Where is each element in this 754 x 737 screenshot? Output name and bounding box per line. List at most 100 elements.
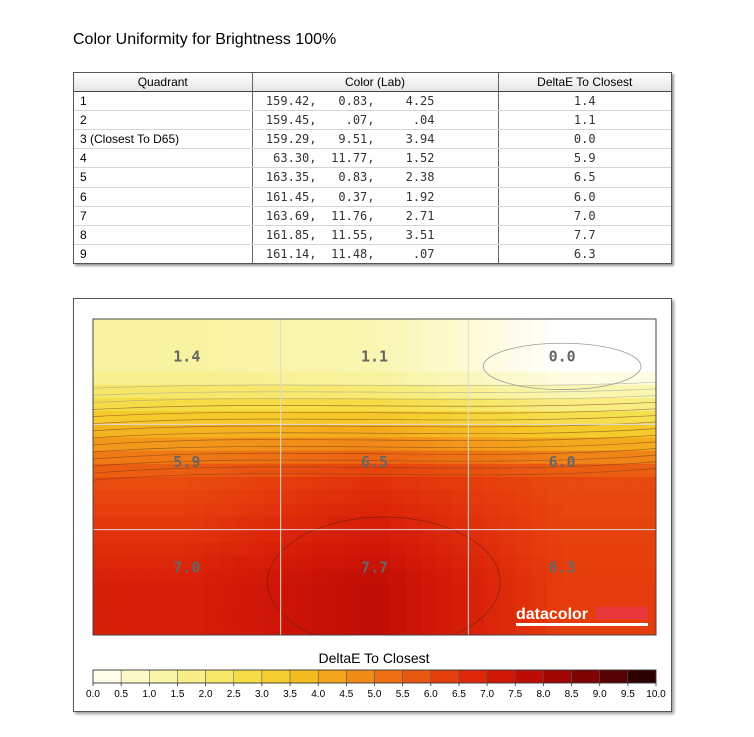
heat-cell xyxy=(171,384,188,399)
heat-cell xyxy=(405,424,423,439)
heat-cell xyxy=(577,556,595,570)
heat-cell xyxy=(640,516,656,531)
heat-cell xyxy=(249,345,266,360)
heat-cell xyxy=(233,358,250,373)
heat-cell xyxy=(530,398,548,412)
colorbar-tick-label: 4.5 xyxy=(339,689,353,700)
heat-cell xyxy=(499,529,516,544)
heat-cell xyxy=(202,384,219,399)
lab-a-value: 0.83, xyxy=(338,94,375,109)
heat-cell xyxy=(265,621,282,635)
heat-cell xyxy=(530,490,548,504)
heat-cell xyxy=(155,477,172,491)
heat-cell xyxy=(296,582,313,597)
heat-cell xyxy=(515,595,532,610)
heat-cell xyxy=(468,319,485,333)
heat-cell xyxy=(343,358,360,373)
heat-cell xyxy=(562,542,579,557)
heat-cell xyxy=(546,319,563,333)
heat-cell xyxy=(421,621,438,635)
heat-cell xyxy=(483,595,501,610)
colorbar-tick-label: 7.5 xyxy=(508,689,522,700)
heat-cell xyxy=(468,345,485,360)
heat-cell xyxy=(374,424,391,439)
heat-cell xyxy=(265,608,282,623)
heat-cell xyxy=(155,595,172,610)
heat-cell xyxy=(405,477,423,491)
deltae-cell: 5.9 xyxy=(498,148,671,169)
heat-cell xyxy=(327,332,344,346)
heat-cell xyxy=(421,569,438,583)
heat-cell xyxy=(202,332,219,346)
quadrant-cell: 8 xyxy=(74,225,253,245)
heat-cell xyxy=(296,595,313,610)
cell-value-label: 7.0 xyxy=(173,558,200,576)
heat-cell xyxy=(437,595,454,610)
heat-cell xyxy=(468,424,485,439)
heat-cell xyxy=(186,556,204,570)
heat-cell xyxy=(265,477,282,491)
heat-cell xyxy=(530,411,548,425)
heat-cell xyxy=(202,358,219,373)
heat-cell xyxy=(186,371,204,386)
heat-cell xyxy=(437,358,454,373)
heat-cell xyxy=(530,345,548,360)
heat-cell xyxy=(421,542,438,557)
heat-cell xyxy=(249,516,266,531)
heat-cell xyxy=(311,542,329,557)
lab-a-value: 11.48, xyxy=(331,246,375,261)
colorbar-segment xyxy=(627,669,657,684)
heat-cell xyxy=(515,345,532,360)
heat-cell xyxy=(499,424,516,439)
heat-cell xyxy=(311,582,329,597)
heat-cell xyxy=(499,490,516,504)
heat-cell xyxy=(593,542,610,557)
colorbar-tick-label: 7.0 xyxy=(480,689,494,700)
heat-cell xyxy=(233,424,250,439)
heat-cell xyxy=(343,556,360,570)
heat-cell xyxy=(405,463,423,478)
heat-cell xyxy=(562,437,579,452)
heat-cell xyxy=(358,529,376,544)
heat-cell xyxy=(233,621,250,635)
heat-cell xyxy=(421,358,438,373)
lab-b-value: 4.25 xyxy=(405,94,435,109)
table-row: 1 159.42, 0.83, 4.25 1.4 xyxy=(74,91,671,112)
heat-cell xyxy=(265,371,282,386)
heat-cell xyxy=(343,450,360,465)
heat-cell xyxy=(280,556,297,570)
heat-cell xyxy=(265,437,282,452)
heat-cell xyxy=(311,424,329,439)
heat-cell xyxy=(374,437,391,452)
heat-cell xyxy=(609,424,626,439)
heat-cell xyxy=(358,371,376,386)
heat-cell xyxy=(202,542,219,557)
heat-cell xyxy=(452,556,469,570)
cell-value-label: 1.1 xyxy=(361,348,388,366)
heat-cell xyxy=(358,477,376,491)
heat-cell xyxy=(405,529,423,544)
heat-cell xyxy=(640,569,656,583)
heat-cell xyxy=(640,371,656,386)
heat-cell xyxy=(108,569,125,583)
heat-cell xyxy=(249,595,266,610)
heat-cell xyxy=(343,463,360,478)
heat-cell xyxy=(452,437,469,452)
heat-cell xyxy=(390,332,407,346)
lab-cell: 159.42, 0.83, 4.25 xyxy=(252,91,499,112)
heat-cell xyxy=(593,463,610,478)
heat-cell xyxy=(202,621,219,635)
heat-cell xyxy=(124,371,141,386)
heat-cell xyxy=(93,569,110,583)
heat-cell xyxy=(296,345,313,360)
heat-cell xyxy=(155,398,172,412)
heat-cell xyxy=(280,569,297,583)
heat-cell xyxy=(280,529,297,544)
heat-cell xyxy=(483,437,501,452)
heat-cell xyxy=(155,569,172,583)
heat-cell xyxy=(186,582,204,597)
heat-cell xyxy=(327,516,344,531)
colorbar-tick-label: 1.5 xyxy=(170,689,184,700)
heat-cell xyxy=(593,569,610,583)
heat-cell xyxy=(593,345,610,360)
